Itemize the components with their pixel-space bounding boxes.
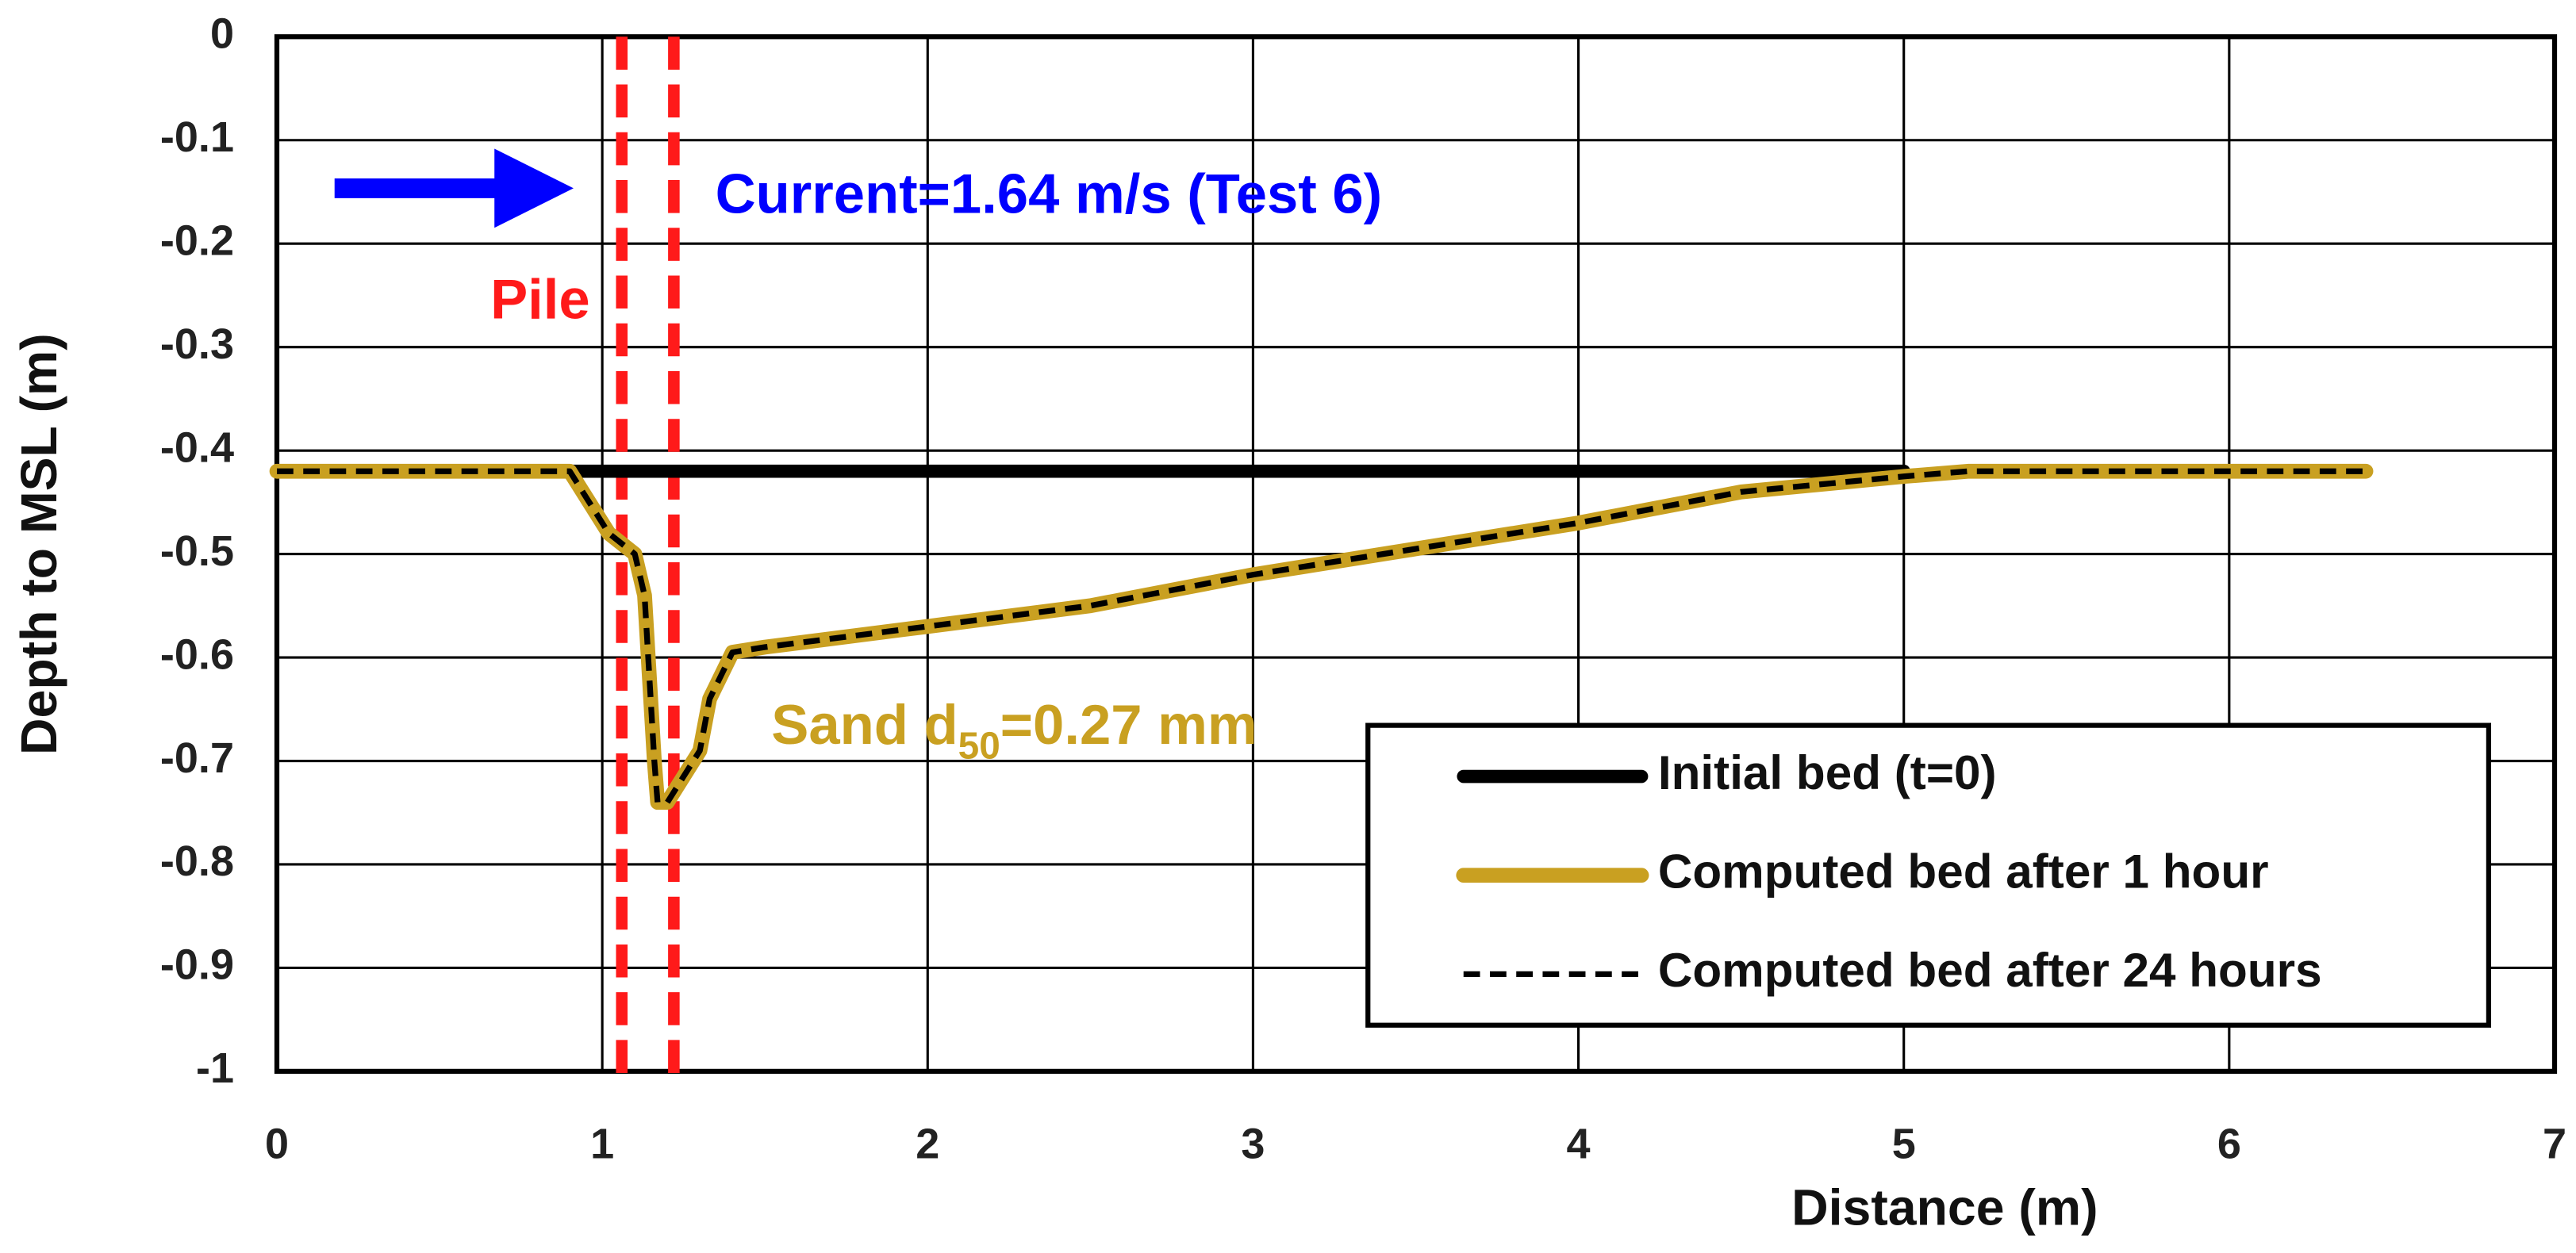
y-tick-label: -0.8 <box>160 837 234 885</box>
y-tick-label: -0.1 <box>160 113 234 161</box>
y-tick-label: -0.2 <box>160 216 234 264</box>
y-tick-label: 0 <box>210 10 234 58</box>
x-tick-label: 1 <box>590 1121 614 1168</box>
y-tick-label: -0.6 <box>160 630 234 678</box>
sand-label-subscript: 50 <box>958 725 1000 767</box>
x-tick-label: 3 <box>1241 1121 1265 1168</box>
current-arrow <box>334 148 574 228</box>
x-tick-label: 6 <box>2217 1121 2241 1168</box>
current-label: Current=1.64 m/s (Test 6) <box>716 163 1383 225</box>
legend-label: Computed bed after 24 hours <box>1658 943 2322 997</box>
legend-label: Computed bed after 1 hour <box>1658 845 2269 899</box>
sand-label-suffix: =0.27 mm <box>1000 692 1257 755</box>
x-tick-label: 2 <box>916 1121 939 1168</box>
y-tick-label: -1 <box>196 1044 234 1092</box>
y-tick-label: -0.4 <box>160 423 234 471</box>
pile-label: Pile <box>490 267 590 330</box>
plot-frame <box>274 34 2558 1075</box>
y-tick-label: -0.7 <box>160 734 234 782</box>
sand-label-text: Sand d <box>771 692 958 755</box>
x-axis-title: Distance (m) <box>1791 1178 2098 1236</box>
legend-label: Initial bed (t=0) <box>1658 745 1997 799</box>
x-tick-label: 4 <box>1567 1121 1591 1168</box>
x-tick-label: 5 <box>1892 1121 1916 1168</box>
series-line <box>277 468 2367 806</box>
y-tick-label: -0.3 <box>160 320 234 368</box>
y-tick-label: -0.5 <box>160 527 234 575</box>
x-tick-label: 7 <box>2543 1121 2566 1168</box>
y-tick-label: -0.9 <box>160 941 234 989</box>
y-axis-title: Depth to MSL (m) <box>10 333 67 755</box>
x-tick-label: 0 <box>265 1121 289 1168</box>
sand-label: Sand d50=0.27 mm <box>771 692 1257 767</box>
